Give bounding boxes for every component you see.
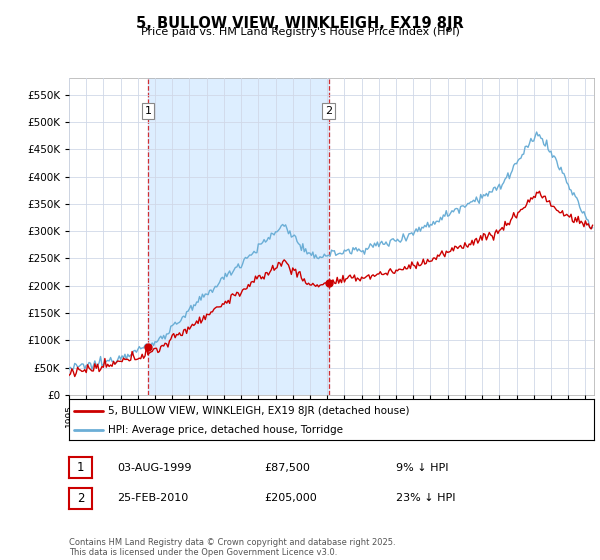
Text: HPI: Average price, detached house, Torridge: HPI: Average price, detached house, Torr… (109, 425, 343, 435)
Text: £205,000: £205,000 (264, 493, 317, 503)
Bar (148, 78, 329, 395)
Text: 9% ↓ HPI: 9% ↓ HPI (396, 463, 449, 473)
Text: 25-FEB-2010: 25-FEB-2010 (117, 493, 188, 503)
Text: 03-AUG-1999: 03-AUG-1999 (117, 463, 191, 473)
Text: 23% ↓ HPI: 23% ↓ HPI (396, 493, 455, 503)
Text: 5, BULLOW VIEW, WINKLEIGH, EX19 8JR: 5, BULLOW VIEW, WINKLEIGH, EX19 8JR (136, 16, 464, 31)
Text: 5, BULLOW VIEW, WINKLEIGH, EX19 8JR (detached house): 5, BULLOW VIEW, WINKLEIGH, EX19 8JR (det… (109, 405, 410, 416)
Text: Price paid vs. HM Land Registry's House Price Index (HPI): Price paid vs. HM Land Registry's House … (140, 27, 460, 37)
Text: 2: 2 (325, 106, 332, 116)
Text: 1: 1 (77, 461, 84, 474)
Text: 1: 1 (145, 106, 151, 116)
Text: 2: 2 (77, 492, 84, 505)
Text: Contains HM Land Registry data © Crown copyright and database right 2025.
This d: Contains HM Land Registry data © Crown c… (69, 538, 395, 557)
Text: £87,500: £87,500 (264, 463, 310, 473)
